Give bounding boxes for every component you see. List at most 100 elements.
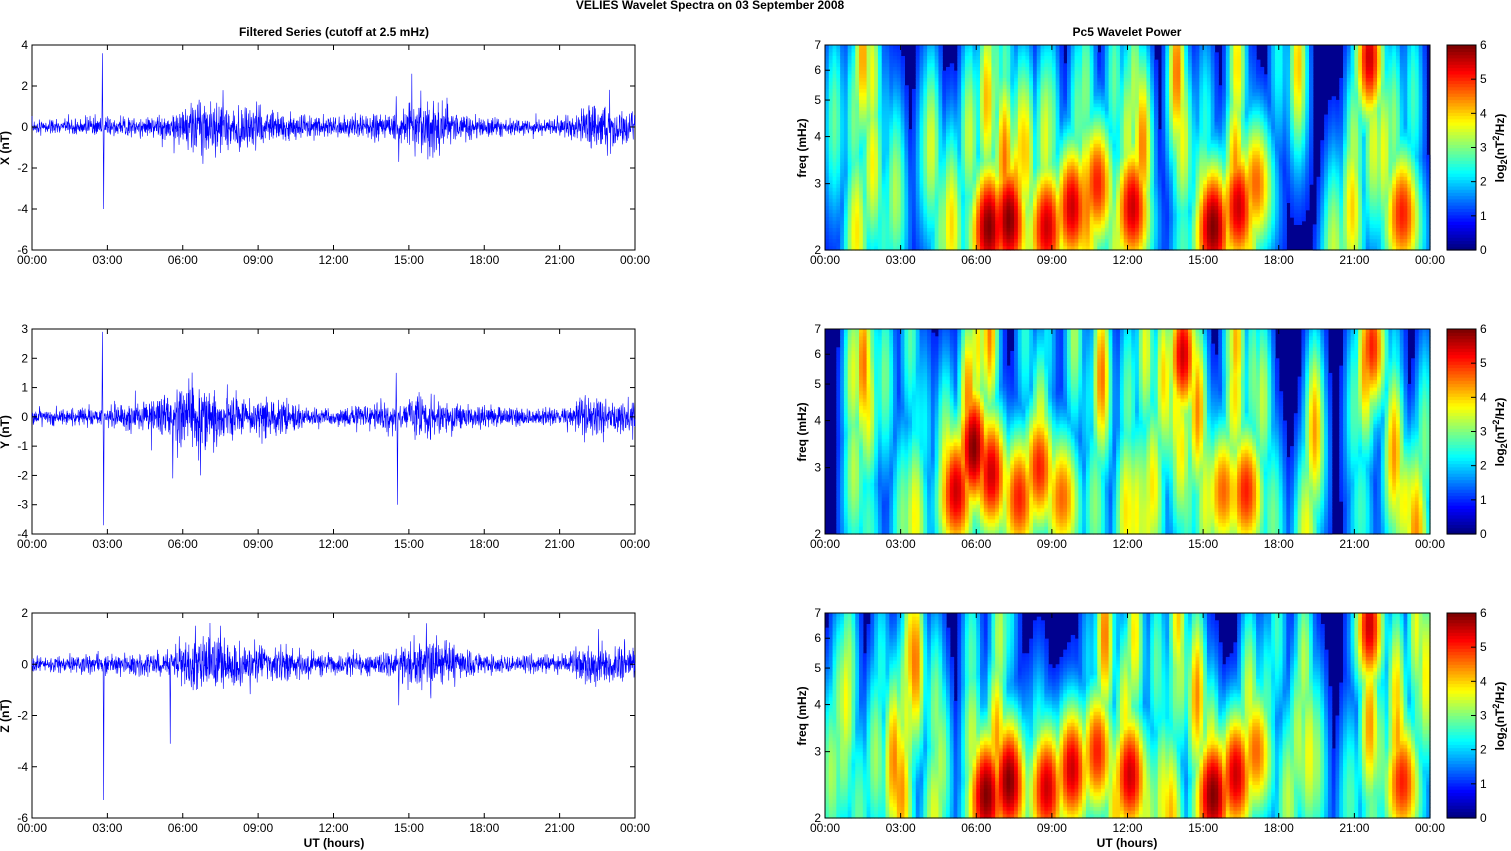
power-cell — [1052, 155, 1056, 159]
power-cell — [1097, 107, 1101, 111]
power-cell — [961, 162, 965, 166]
power-cell — [1290, 82, 1294, 86]
power-cell — [1128, 52, 1132, 56]
power-cell — [1366, 56, 1370, 60]
power-cell — [984, 137, 988, 141]
power-cell — [946, 144, 950, 148]
power-cell — [1199, 93, 1203, 97]
power-cell — [1252, 107, 1256, 111]
power-cell — [886, 158, 890, 162]
power-cell — [999, 45, 1003, 49]
power-cell — [942, 151, 946, 155]
power-cell — [1283, 104, 1287, 108]
power-cell — [1237, 63, 1241, 67]
power-cell — [1283, 148, 1287, 152]
power-cell — [961, 82, 965, 86]
power-cell — [855, 158, 859, 162]
power-cell — [1150, 49, 1154, 53]
power-cell — [882, 82, 886, 86]
power-cell — [901, 85, 905, 89]
power-cell — [1354, 144, 1358, 148]
power-cell — [957, 52, 961, 56]
power-cell — [1022, 60, 1026, 64]
power-cell — [1392, 111, 1396, 115]
power-cell — [1226, 89, 1230, 93]
power-cell — [1052, 162, 1056, 166]
power-cell — [1233, 155, 1237, 159]
power-cell — [1101, 71, 1105, 75]
power-cell — [1211, 45, 1215, 49]
power-cell — [1146, 126, 1150, 130]
power-cell — [1381, 85, 1385, 89]
power-cell — [1283, 45, 1287, 49]
power-cell — [1422, 63, 1426, 67]
power-cell — [1196, 63, 1200, 67]
power-cell — [1029, 148, 1033, 152]
power-cell — [1377, 133, 1381, 137]
power-cell — [1101, 63, 1105, 67]
power-cell — [1033, 93, 1037, 97]
power-cell — [927, 151, 931, 155]
power-cell — [1025, 100, 1029, 104]
power-cell — [984, 148, 988, 152]
power-cell — [1358, 52, 1362, 56]
power-cell — [1305, 151, 1309, 155]
power-cell — [889, 140, 893, 144]
power-cell — [1252, 100, 1256, 104]
power-cell — [1252, 118, 1256, 122]
power-cell — [1010, 115, 1014, 119]
power-cell — [1146, 107, 1150, 111]
power-cell — [1301, 129, 1305, 133]
power-cell — [1014, 60, 1018, 64]
power-cell — [1230, 71, 1234, 75]
power-cell — [1037, 162, 1041, 166]
power-cell — [1022, 49, 1026, 53]
power-cell — [1411, 122, 1415, 126]
power-cell — [1162, 60, 1166, 64]
power-cell — [1086, 85, 1090, 89]
power-cell — [1388, 111, 1392, 115]
power-cell — [931, 137, 935, 141]
power-cell — [889, 118, 893, 122]
power-cell — [1177, 151, 1181, 155]
power-cell — [1105, 63, 1109, 67]
power-cell — [920, 107, 924, 111]
power-cell — [980, 63, 984, 67]
power-cell — [984, 96, 988, 100]
power-cell — [1082, 137, 1086, 141]
power-cell — [1267, 52, 1271, 56]
power-cell — [1078, 49, 1082, 53]
power-cell — [851, 74, 855, 78]
power-cell — [1264, 96, 1268, 100]
power-cell — [1230, 93, 1234, 97]
power-cell — [1101, 151, 1105, 155]
power-cell — [972, 111, 976, 115]
power-cell — [954, 137, 958, 141]
power-cell — [859, 126, 863, 130]
power-cell — [1075, 49, 1079, 53]
power-cell — [1279, 148, 1283, 152]
power-cell — [1048, 129, 1052, 133]
power-cell — [1048, 96, 1052, 100]
power-cell — [1415, 133, 1419, 137]
power-cell — [1044, 45, 1048, 49]
power-cell — [1078, 118, 1082, 122]
power-cell — [1226, 115, 1230, 119]
power-cell — [1067, 85, 1071, 89]
power-cell — [829, 107, 833, 111]
power-cell — [1109, 56, 1113, 60]
power-cell — [889, 89, 893, 93]
power-cell — [1014, 78, 1018, 82]
power-cell — [1071, 82, 1075, 86]
power-cell — [912, 144, 916, 148]
power-cell — [1180, 148, 1184, 152]
power-cell — [1256, 129, 1260, 133]
power-cell — [972, 74, 976, 78]
power-cell — [1071, 104, 1075, 108]
power-cell — [1199, 100, 1203, 104]
power-cell — [1128, 137, 1132, 141]
power-cell — [1305, 96, 1309, 100]
power-cell — [844, 74, 848, 78]
power-cell — [1381, 78, 1385, 82]
power-cell — [942, 89, 946, 93]
